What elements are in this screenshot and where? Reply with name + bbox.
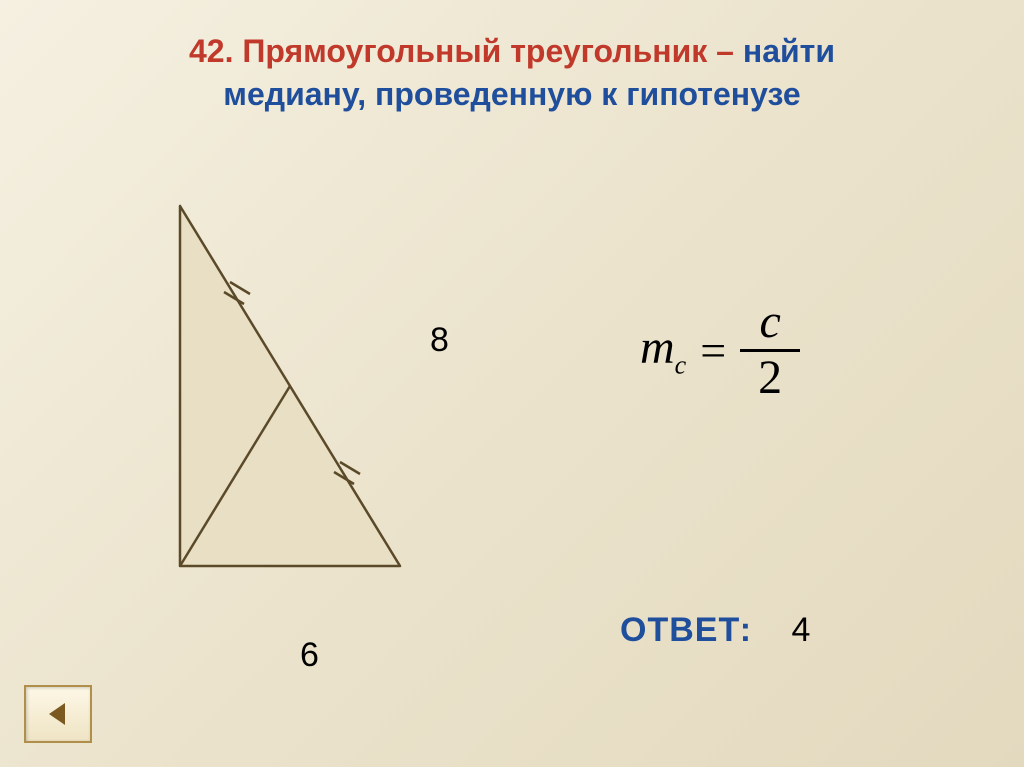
back-button[interactable] — [24, 685, 92, 743]
label-hypotenuse: 8 — [430, 321, 449, 360]
formula: mc = c 2 — [640, 296, 800, 405]
answer-value: 4 — [792, 611, 811, 649]
triangle-svg — [140, 176, 440, 606]
formula-eq: = — [700, 324, 726, 377]
formula-lhs-sub: c — [675, 351, 687, 380]
title-dash: – — [707, 33, 743, 69]
formula-lhs: mc — [640, 320, 686, 381]
title-line2: медиану, проведенную к гипотенузе — [0, 73, 1024, 116]
title-blue-tail: найти — [743, 33, 835, 69]
slide-title: 42. Прямоугольный треугольник – найти ме… — [0, 0, 1024, 116]
label-base: 6 — [300, 636, 319, 675]
problem-number: 42. — [189, 33, 233, 69]
content-area: 8 6 mc = c 2 ОТВЕТ: 4 — [0, 116, 1024, 696]
formula-numerator: c — [742, 296, 799, 349]
title-red: Прямоугольный треугольник — [242, 33, 707, 69]
answer-block: ОТВЕТ: 4 — [620, 611, 810, 650]
triangle-figure — [140, 176, 440, 606]
formula-denominator: 2 — [740, 352, 800, 405]
formula-lhs-sym: m — [640, 321, 675, 374]
triangle-left-icon — [43, 699, 73, 729]
formula-fraction: c 2 — [740, 296, 800, 405]
answer-label: ОТВЕТ: — [620, 611, 752, 649]
